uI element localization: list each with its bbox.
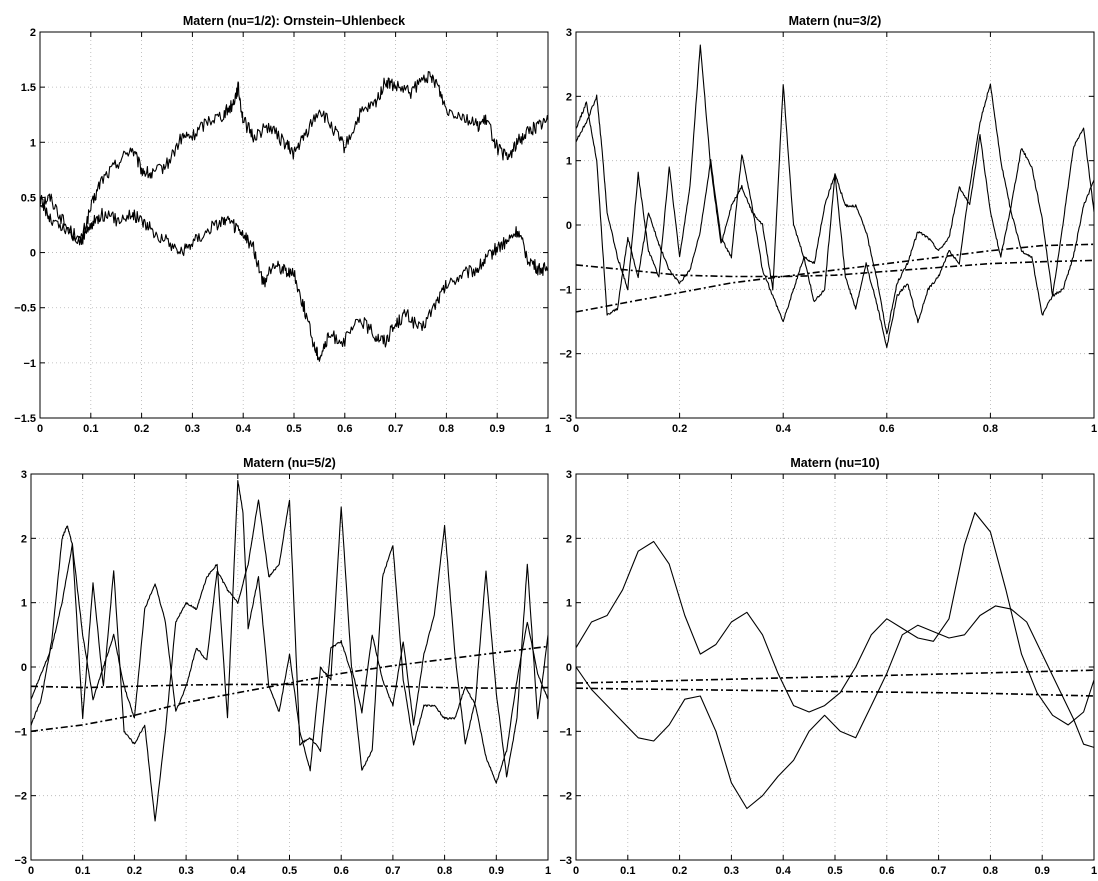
y-tick-label: 1 bbox=[30, 137, 36, 149]
x-tick-label: 0.8 bbox=[983, 423, 998, 435]
x-tick-label: 1 bbox=[1091, 865, 1097, 876]
x-tick-label: 0.1 bbox=[620, 865, 635, 876]
x-tick-label: 0.2 bbox=[127, 865, 142, 876]
series-line-2 bbox=[31, 499, 548, 784]
series-line-1 bbox=[576, 512, 1094, 726]
x-tick-label: 0.4 bbox=[776, 423, 792, 435]
x-tick-label: 0.3 bbox=[185, 423, 200, 435]
y-tick-label: 2 bbox=[21, 533, 27, 545]
x-tick-label: 0.7 bbox=[931, 865, 946, 876]
y-tick-label: −1 bbox=[14, 726, 27, 738]
y-tick-label: −1 bbox=[23, 358, 36, 370]
chart-title: Matern (nu=3/2) bbox=[789, 14, 882, 28]
x-tick-label: 0 bbox=[37, 423, 43, 435]
x-tick-label: 0.9 bbox=[490, 423, 505, 435]
series-line-3 bbox=[31, 683, 548, 690]
x-tick-label: 0.9 bbox=[489, 865, 504, 876]
y-tick-label: −2 bbox=[559, 349, 572, 361]
y-tick-label: −3 bbox=[559, 855, 572, 867]
y-tick-label: 3 bbox=[21, 469, 27, 481]
y-tick-label: −2 bbox=[559, 791, 572, 803]
series-line-2 bbox=[40, 194, 548, 362]
y-tick-label: −2 bbox=[14, 791, 27, 803]
y-tick-label: 2 bbox=[30, 27, 36, 39]
y-tick-label: 0 bbox=[21, 662, 27, 674]
series-line-2 bbox=[576, 605, 1094, 810]
x-tick-label: 1 bbox=[1091, 423, 1097, 435]
x-tick-label: 0.5 bbox=[286, 423, 301, 435]
series-line-2 bbox=[576, 101, 1094, 335]
x-tick-label: 0.2 bbox=[672, 865, 687, 876]
x-tick-label: 0.4 bbox=[230, 865, 246, 876]
y-tick-label: −0.5 bbox=[14, 303, 36, 315]
x-tick-label: 0 bbox=[573, 423, 579, 435]
y-tick-label: −3 bbox=[14, 855, 27, 867]
x-tick-label: 1 bbox=[545, 865, 551, 876]
x-tick-label: 0 bbox=[573, 865, 579, 876]
chart-title: Matern (nu=1/2): Ornstein−Uhlenbeck bbox=[183, 14, 405, 28]
x-tick-label: 0.7 bbox=[388, 423, 403, 435]
y-tick-label: −3 bbox=[559, 413, 572, 425]
y-tick-label: 2 bbox=[566, 533, 572, 545]
series-line-1 bbox=[576, 44, 1094, 349]
x-tick-label: 0.5 bbox=[827, 865, 842, 876]
x-tick-label: 0.2 bbox=[134, 423, 149, 435]
chart-panel-2: 0 0.2 0.4 0.6 0.8 1 −3 −2 −1 0 1 2 3 Matern (nu=3/2) bbox=[559, 14, 1097, 435]
y-tick-label: −1 bbox=[559, 284, 572, 296]
chart-panel-1: 0 0.1 0.2 0.3 0.4 0.5 0.6 0.7 0.8 0.9 1 −1.5 −1 −0.5 0… bbox=[14, 14, 551, 435]
x-tick-label: 0.6 bbox=[879, 865, 894, 876]
chart-title: Matern (nu=10) bbox=[790, 456, 879, 470]
y-tick-label: 1.5 bbox=[21, 82, 36, 94]
y-tick-label: 0 bbox=[30, 248, 36, 260]
y-tick-label: 3 bbox=[566, 27, 572, 39]
y-tick-label: 0 bbox=[566, 662, 572, 674]
x-tick-label: 0.1 bbox=[83, 423, 98, 435]
series-line-4 bbox=[576, 259, 1094, 278]
y-tick-label: −1 bbox=[559, 726, 572, 738]
x-tick-label: 0.4 bbox=[236, 423, 252, 435]
series-line-3 bbox=[576, 243, 1094, 313]
series-line-4 bbox=[31, 645, 548, 733]
x-tick-label: 0.4 bbox=[776, 865, 792, 876]
chart-panel-4: 0 0.1 0.2 0.3 0.4 0.5 0.6 0.7 0.8 0.9 1 −3 −2 −1 0 1 2 3 M… bbox=[559, 456, 1097, 877]
series-line-1 bbox=[31, 480, 548, 822]
y-tick-label: −1.5 bbox=[14, 413, 36, 425]
x-tick-label: 0 bbox=[28, 865, 34, 876]
y-tick-label: 0 bbox=[566, 220, 572, 232]
x-tick-label: 0.6 bbox=[879, 423, 894, 435]
x-tick-label: 0.8 bbox=[437, 865, 452, 876]
y-tick-label: 3 bbox=[566, 469, 572, 481]
x-tick-label: 0.7 bbox=[385, 865, 400, 876]
y-tick-label: 1 bbox=[566, 156, 572, 168]
series-line-1 bbox=[40, 70, 548, 245]
x-tick-label: 0.1 bbox=[75, 865, 90, 876]
chart-title: Matern (nu=5/2) bbox=[243, 456, 336, 470]
x-tick-label: 0.3 bbox=[178, 865, 193, 876]
x-tick-label: 0.2 bbox=[672, 423, 687, 435]
x-tick-label: 0.3 bbox=[724, 865, 739, 876]
x-tick-label: 0.6 bbox=[334, 865, 349, 876]
y-tick-label: 1 bbox=[566, 598, 572, 610]
y-tick-label: 0.5 bbox=[21, 192, 36, 204]
x-tick-label: 0.6 bbox=[337, 423, 352, 435]
x-tick-label: 1 bbox=[545, 423, 551, 435]
chart-panel-3: 0 0.1 0.2 0.3 0.4 0.5 0.6 0.7 0.8 0.9 1 −3 −2 −1 0 1 2 3 M… bbox=[14, 456, 551, 877]
series-line-3 bbox=[576, 669, 1094, 684]
y-tick-label: 1 bbox=[21, 598, 27, 610]
y-tick-label: 2 bbox=[566, 91, 572, 103]
series-line-4 bbox=[576, 687, 1094, 697]
x-tick-label: 0.5 bbox=[282, 865, 297, 876]
x-tick-label: 0.9 bbox=[1035, 865, 1050, 876]
x-tick-label: 0.8 bbox=[983, 865, 998, 876]
x-tick-label: 0.8 bbox=[439, 423, 454, 435]
